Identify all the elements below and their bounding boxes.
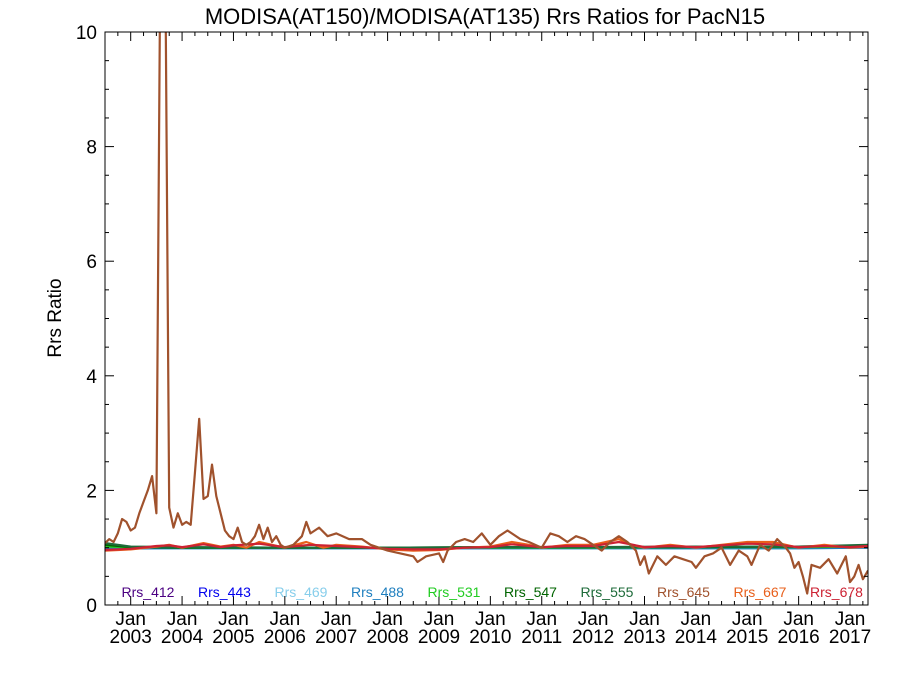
legend-entry-rrs-678: Rrs_678 <box>810 584 863 600</box>
legend-entry-rrs-412: Rrs_412 <box>122 584 175 600</box>
x-tick-label-year: 2010 <box>469 627 511 648</box>
legend-entry-rrs-531: Rrs_531 <box>428 584 481 600</box>
x-tick-label-month: Jan <box>629 609 660 630</box>
x-tick-label-year: 2016 <box>777 627 819 648</box>
series-line-rrs-678 <box>105 540 868 552</box>
y-tick-label: 0 <box>86 596 97 617</box>
x-tick-label-month: Jan <box>115 609 146 630</box>
x-tick-label-year: 2003 <box>110 627 152 648</box>
x-tick-label-year: 2015 <box>726 627 768 648</box>
legend-entry-rrs-667: Rrs_667 <box>734 584 787 600</box>
chart-title: MODISA(AT150)/MODISA(AT135) Rrs Ratios f… <box>205 4 765 29</box>
x-tick-label-month: Jan <box>681 609 712 630</box>
series-layer <box>105 32 868 595</box>
x-tick-label-month: Jan <box>167 609 198 630</box>
x-tick-label-year: 2004 <box>161 627 204 648</box>
y-axis-label: Rrs Ratio <box>45 278 66 357</box>
legend-entry-rrs-488: Rrs_488 <box>351 584 404 600</box>
x-tick-label-year: 2009 <box>418 627 460 648</box>
x-tick-label-month: Jan <box>372 609 403 630</box>
x-tick-label-month: Jan <box>270 609 301 630</box>
x-tick-label-month: Jan <box>424 609 455 630</box>
y-tick-label: 10 <box>76 23 97 44</box>
x-tick-label-year: 2011 <box>521 627 562 648</box>
x-tick-label-month: Jan <box>526 609 557 630</box>
ticks-layer: 0246810Jan2003Jan2004Jan2005Jan2006Jan20… <box>76 23 871 648</box>
legend-entry-rrs-469: Rrs_469 <box>275 584 328 600</box>
x-tick-label-month: Jan <box>475 609 506 630</box>
x-tick-label-year: 2008 <box>366 627 408 648</box>
x-tick-label-year: 2014 <box>675 627 718 648</box>
x-tick-label-year: 2013 <box>623 627 665 648</box>
x-tick-label-year: 2007 <box>315 627 357 648</box>
x-tick-label-year: 2012 <box>572 627 614 648</box>
x-tick-label-year: 2017 <box>829 627 871 648</box>
legend-entry-rrs-547: Rrs_547 <box>504 584 557 600</box>
x-tick-label-month: Jan <box>783 609 814 630</box>
series-line-rrs-645 <box>105 32 868 595</box>
x-tick-label-month: Jan <box>732 609 763 630</box>
y-tick-label: 4 <box>86 367 97 388</box>
y-tick-label: 2 <box>86 481 97 502</box>
y-tick-label: 8 <box>86 138 97 159</box>
legend: Rrs_412 Rrs_443 Rrs_469 Rrs_488 Rrs_531 Rrs_5… <box>122 584 864 600</box>
x-tick-label-month: Jan <box>321 609 352 630</box>
y-tick-label: 6 <box>86 252 97 273</box>
legend-entry-rrs-443: Rrs_443 <box>198 584 251 600</box>
x-tick-label-year: 2006 <box>264 627 306 648</box>
x-tick-label-month: Jan <box>218 609 249 630</box>
x-tick-label-year: 2005 <box>212 627 254 648</box>
plot-frame <box>104 31 869 606</box>
legend-entry-rrs-645: Rrs_645 <box>657 584 710 600</box>
x-tick-label-month: Jan <box>578 609 609 630</box>
legend-entry-rrs-555: Rrs_555 <box>581 584 634 600</box>
x-tick-label-month: Jan <box>835 609 866 630</box>
